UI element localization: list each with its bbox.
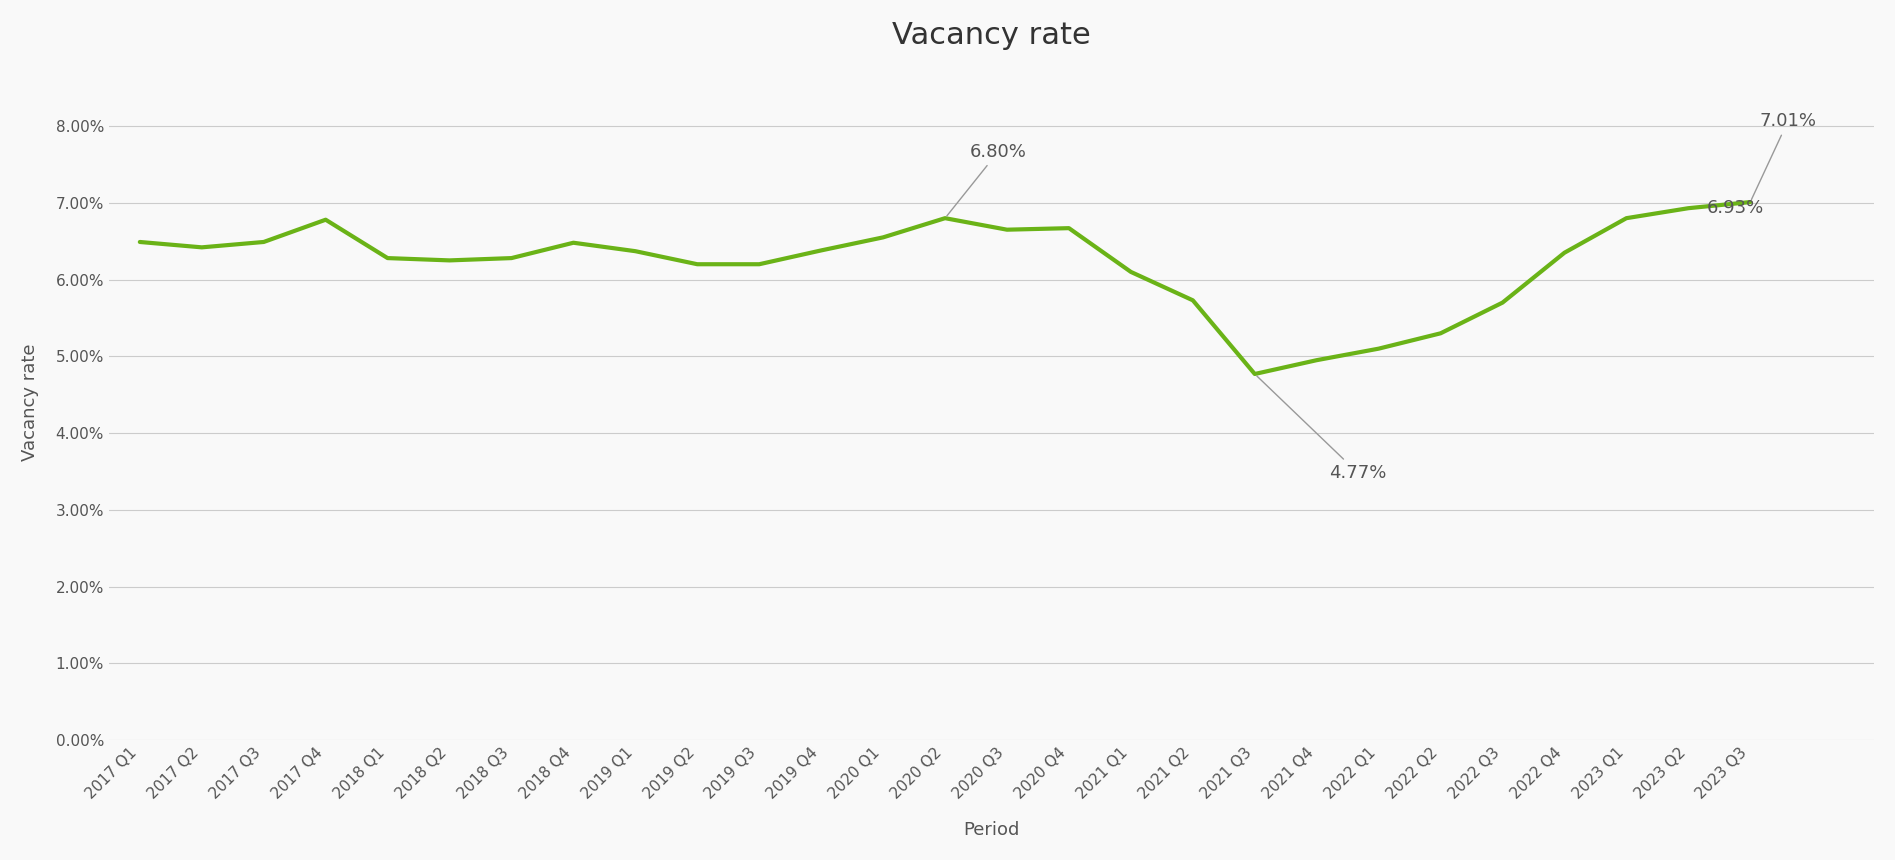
Text: 7.01%: 7.01% <box>1751 112 1817 200</box>
Text: 4.77%: 4.77% <box>1256 376 1387 482</box>
Text: 6.80%: 6.80% <box>948 143 1027 216</box>
Title: Vacancy rate: Vacancy rate <box>893 21 1092 50</box>
Y-axis label: Vacancy rate: Vacancy rate <box>21 344 38 461</box>
X-axis label: Period: Period <box>963 821 1020 839</box>
Text: 6.93%: 6.93% <box>1707 200 1764 218</box>
